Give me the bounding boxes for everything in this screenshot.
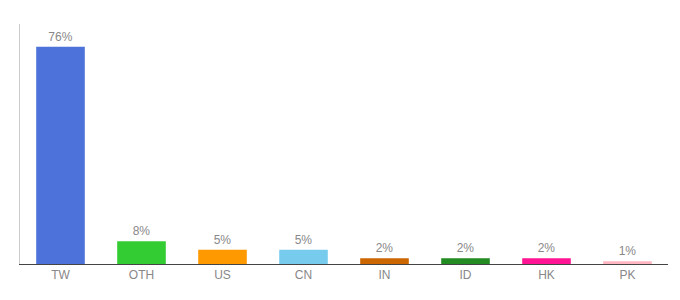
svg-text:5%: 5% (295, 233, 313, 247)
svg-text:1%: 1% (619, 244, 637, 258)
svg-text:US: US (214, 268, 231, 282)
svg-text:2%: 2% (538, 241, 556, 255)
svg-text:5%: 5% (214, 233, 232, 247)
svg-text:CN: CN (295, 268, 312, 282)
svg-text:76%: 76% (48, 30, 72, 44)
svg-text:2%: 2% (457, 241, 475, 255)
svg-text:2%: 2% (376, 241, 394, 255)
svg-text:ID: ID (460, 268, 472, 282)
svg-text:PK: PK (619, 268, 635, 282)
svg-text:TW: TW (51, 268, 70, 282)
svg-text:IN: IN (379, 268, 391, 282)
svg-text:8%: 8% (133, 224, 151, 238)
svg-text:OTH: OTH (129, 268, 154, 282)
svg-text:HK: HK (538, 268, 555, 282)
